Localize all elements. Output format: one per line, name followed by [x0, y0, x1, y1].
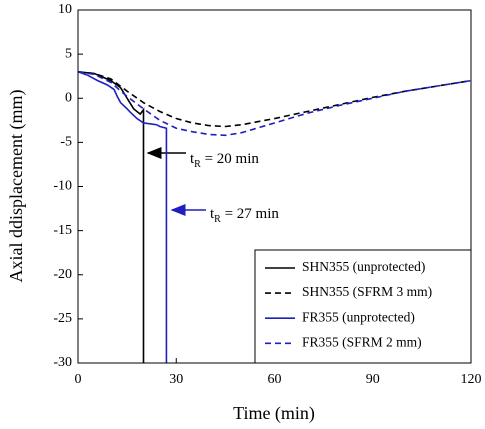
annotation-text: = 27 min [221, 206, 280, 222]
x-tick-label: 90 [366, 372, 380, 387]
y-tick-label: -30 [53, 355, 72, 370]
series-line [77, 70, 472, 137]
annotation: tR = 20 min [190, 151, 259, 170]
legend-label: FR355 (SFRM 2 mm) [302, 334, 422, 349]
series-line [77, 70, 472, 128]
x-axis-label: Time (min) [233, 403, 315, 424]
annotation-subscript: R [194, 159, 201, 170]
y-axis-label: Axial ddisplacement (mm) [6, 90, 27, 283]
x-tick-label: 60 [268, 372, 282, 387]
series-line [77, 71, 168, 363]
annotation-subscript: R [214, 214, 221, 225]
y-tick-label: -20 [53, 267, 72, 282]
y-tick-label: -15 [53, 223, 72, 238]
y-tick-label: 0 [65, 90, 72, 105]
annotation-text: t [210, 206, 215, 222]
x-tick-label: 120 [461, 372, 482, 387]
y-tick-label: 10 [58, 2, 72, 17]
annotation: tR = 27 min [210, 206, 279, 225]
legend-box [254, 249, 472, 364]
x-tick-label: 0 [75, 372, 82, 387]
annotation-text: t [190, 151, 195, 167]
y-tick-label: 5 [65, 46, 72, 61]
y-tick-label: -5 [60, 135, 72, 150]
annotation-text: = 20 min [201, 151, 260, 167]
x-tick-label: 30 [169, 372, 183, 387]
y-tick-label: -25 [53, 311, 72, 326]
legend-label: SHN355 (unprotected) [302, 259, 425, 274]
legend-label: SHN355 (SFRM 3 mm) [302, 284, 432, 299]
legend-label: FR355 (unprotected) [302, 309, 415, 324]
y-tick-label: -10 [53, 179, 72, 194]
